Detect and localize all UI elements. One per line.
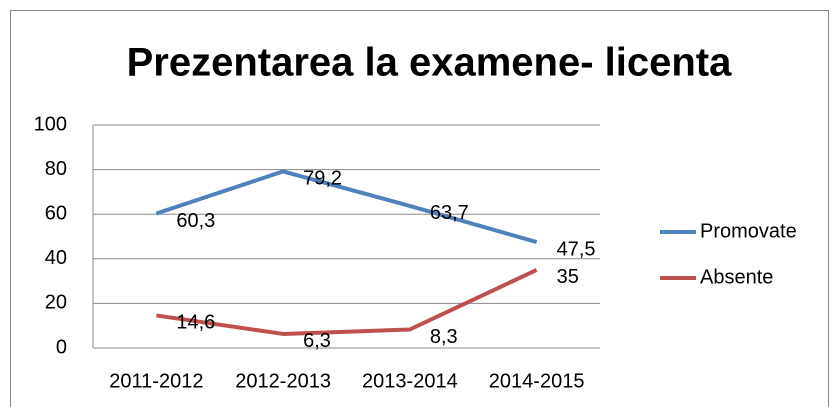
data-label: 79,2 bbox=[303, 168, 342, 190]
data-label: 14,6 bbox=[176, 312, 215, 334]
y-tick-label: 80 bbox=[45, 158, 67, 180]
data-label: 63,7 bbox=[430, 202, 469, 224]
legend-label: Absente bbox=[700, 266, 773, 288]
data-label: 8,3 bbox=[430, 326, 458, 348]
x-tick-label: 2012-2013 bbox=[235, 370, 331, 392]
y-tick-label: 100 bbox=[34, 113, 67, 135]
data-label: 35 bbox=[557, 266, 579, 288]
data-label: 47,5 bbox=[557, 238, 596, 260]
data-label: 60,3 bbox=[176, 210, 215, 232]
line bbox=[156, 268, 538, 336]
line bbox=[155, 169, 538, 244]
y-tick-label: 0 bbox=[56, 336, 67, 358]
y-tick-label: 60 bbox=[45, 202, 67, 224]
x-tick-label: 2011-2012 bbox=[109, 370, 203, 392]
y-tick-label: 40 bbox=[45, 247, 67, 269]
data-label: 6,3 bbox=[303, 330, 331, 352]
legend-label: Promovate bbox=[700, 220, 797, 242]
y-tick-label: 20 bbox=[45, 292, 67, 314]
chart-title: Prezentarea la examene- licenta bbox=[127, 41, 733, 85]
x-tick-label: 2013-2014 bbox=[362, 370, 458, 392]
x-tick-label: 2014-2015 bbox=[489, 370, 585, 392]
